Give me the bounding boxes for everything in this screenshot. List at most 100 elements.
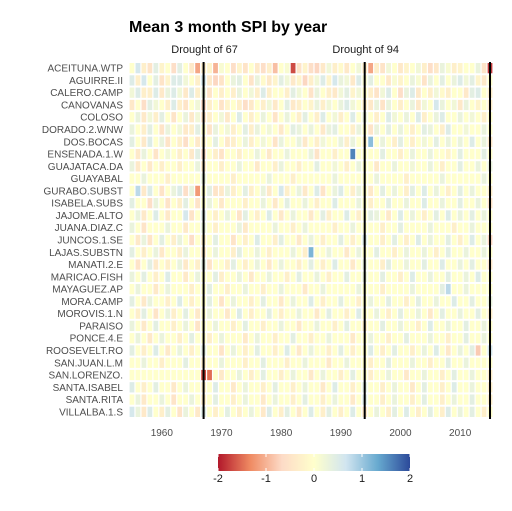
heatmap-cell bbox=[183, 382, 189, 393]
heatmap-cell bbox=[416, 369, 421, 381]
heatmap-cell bbox=[248, 112, 254, 123]
heatmap-cell bbox=[332, 148, 338, 160]
heatmap-cell bbox=[272, 406, 278, 417]
heatmap-cell bbox=[433, 259, 439, 270]
heatmap-cell bbox=[338, 124, 344, 135]
heatmap-cell bbox=[374, 87, 380, 98]
heatmap-cell bbox=[284, 345, 290, 356]
heatmap-cell bbox=[398, 99, 403, 111]
station-label: DOS.BOCAS bbox=[64, 137, 124, 148]
heatmap-cell bbox=[254, 296, 260, 307]
heatmap-cell bbox=[302, 394, 308, 405]
heatmap-cell bbox=[260, 406, 266, 417]
heatmap-cell bbox=[416, 198, 421, 209]
heatmap-cell bbox=[463, 124, 469, 135]
heatmap-cell bbox=[278, 394, 284, 405]
heatmap-cell bbox=[350, 406, 356, 417]
heatmap-cell bbox=[195, 99, 201, 111]
heatmap-cell bbox=[237, 345, 242, 356]
heatmap-cell bbox=[219, 382, 224, 393]
heatmap-cell bbox=[475, 382, 481, 393]
heatmap-cell bbox=[481, 234, 487, 246]
heatmap-cell bbox=[296, 185, 302, 197]
heatmap-cell bbox=[421, 99, 427, 111]
heatmap-cell bbox=[272, 345, 278, 356]
heatmap-cell bbox=[350, 112, 356, 123]
heatmap-cell bbox=[326, 333, 332, 344]
heatmap-cell bbox=[392, 234, 397, 246]
heatmap-cell bbox=[189, 75, 195, 86]
heatmap-cell bbox=[159, 259, 165, 270]
heatmap-cell bbox=[266, 320, 272, 332]
station-label: COLOSO bbox=[80, 113, 123, 124]
heatmap-cell bbox=[266, 382, 272, 393]
heatmap-cell bbox=[296, 173, 302, 184]
heatmap-cell bbox=[457, 369, 463, 381]
heatmap-cell bbox=[344, 148, 350, 160]
heatmap-cell bbox=[272, 222, 278, 233]
heatmap-cell bbox=[153, 161, 159, 172]
heatmap-cell bbox=[129, 234, 135, 246]
heatmap-cell bbox=[254, 382, 260, 393]
heatmap-cell bbox=[278, 283, 284, 295]
heatmap-cell bbox=[350, 99, 356, 111]
heatmap-cell bbox=[374, 173, 380, 184]
heatmap-cell bbox=[392, 136, 397, 147]
heatmap-cell bbox=[404, 406, 409, 417]
heatmap-cell bbox=[129, 283, 135, 295]
heatmap-cells bbox=[129, 63, 493, 417]
heatmap-cell bbox=[290, 99, 296, 111]
station-label: CALERO.CAMP bbox=[50, 88, 123, 99]
heatmap-cell bbox=[398, 87, 403, 98]
heatmap-cell bbox=[416, 320, 421, 332]
heatmap-cell bbox=[254, 63, 260, 74]
heatmap-cell bbox=[404, 185, 409, 197]
heatmap-cell bbox=[427, 320, 433, 332]
heatmap-cell bbox=[332, 75, 338, 86]
heatmap-cell bbox=[469, 63, 475, 74]
heatmap-cell bbox=[326, 271, 332, 282]
heatmap-cell bbox=[320, 148, 326, 160]
heatmap-cell bbox=[153, 333, 159, 344]
heatmap-cell bbox=[129, 271, 135, 282]
heatmap-cell bbox=[153, 271, 159, 282]
heatmap-cell bbox=[189, 148, 195, 160]
heatmap-cell bbox=[463, 234, 469, 246]
heatmap-cell bbox=[141, 173, 147, 184]
heatmap-cell bbox=[254, 185, 260, 197]
heatmap-cell bbox=[213, 210, 218, 221]
heatmap-cell bbox=[147, 63, 153, 74]
heatmap-cell bbox=[266, 63, 272, 74]
heatmap-cell bbox=[451, 259, 457, 270]
heatmap-cell bbox=[481, 283, 487, 295]
heatmap-cell bbox=[469, 112, 475, 123]
heatmap-cell bbox=[159, 369, 165, 381]
heatmap-cell bbox=[159, 406, 165, 417]
heatmap-cell bbox=[314, 75, 320, 86]
heatmap-cell bbox=[344, 210, 350, 221]
heatmap-cell bbox=[195, 234, 201, 246]
heatmap-cell bbox=[320, 308, 326, 319]
heatmap-cell bbox=[290, 210, 296, 221]
heatmap-cell bbox=[213, 406, 218, 417]
heatmap-cell bbox=[374, 259, 380, 270]
heatmap-cell bbox=[380, 99, 385, 111]
heatmap-cell bbox=[433, 173, 439, 184]
heatmap-cell bbox=[481, 357, 487, 368]
heatmap-cell bbox=[439, 320, 445, 332]
heatmap-cell bbox=[177, 406, 183, 417]
heatmap-cell bbox=[219, 136, 224, 147]
heatmap-cell bbox=[439, 369, 445, 381]
heatmap-cell bbox=[320, 173, 326, 184]
heatmap-cell bbox=[237, 124, 242, 135]
heatmap-cell bbox=[350, 234, 356, 246]
heatmap-cell bbox=[350, 271, 356, 282]
heatmap-cell bbox=[266, 369, 272, 381]
heatmap-cell bbox=[398, 124, 403, 135]
heatmap-cell bbox=[207, 406, 212, 417]
heatmap-cell bbox=[427, 382, 433, 393]
heatmap-cell bbox=[207, 185, 212, 197]
heatmap-cell bbox=[165, 382, 171, 393]
heatmap-cell bbox=[147, 112, 153, 123]
heatmap-cell bbox=[129, 357, 135, 368]
